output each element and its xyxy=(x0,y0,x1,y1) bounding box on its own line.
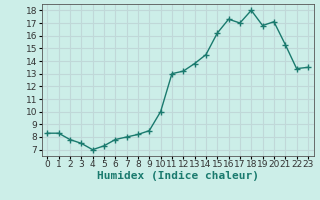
X-axis label: Humidex (Indice chaleur): Humidex (Indice chaleur) xyxy=(97,171,259,181)
